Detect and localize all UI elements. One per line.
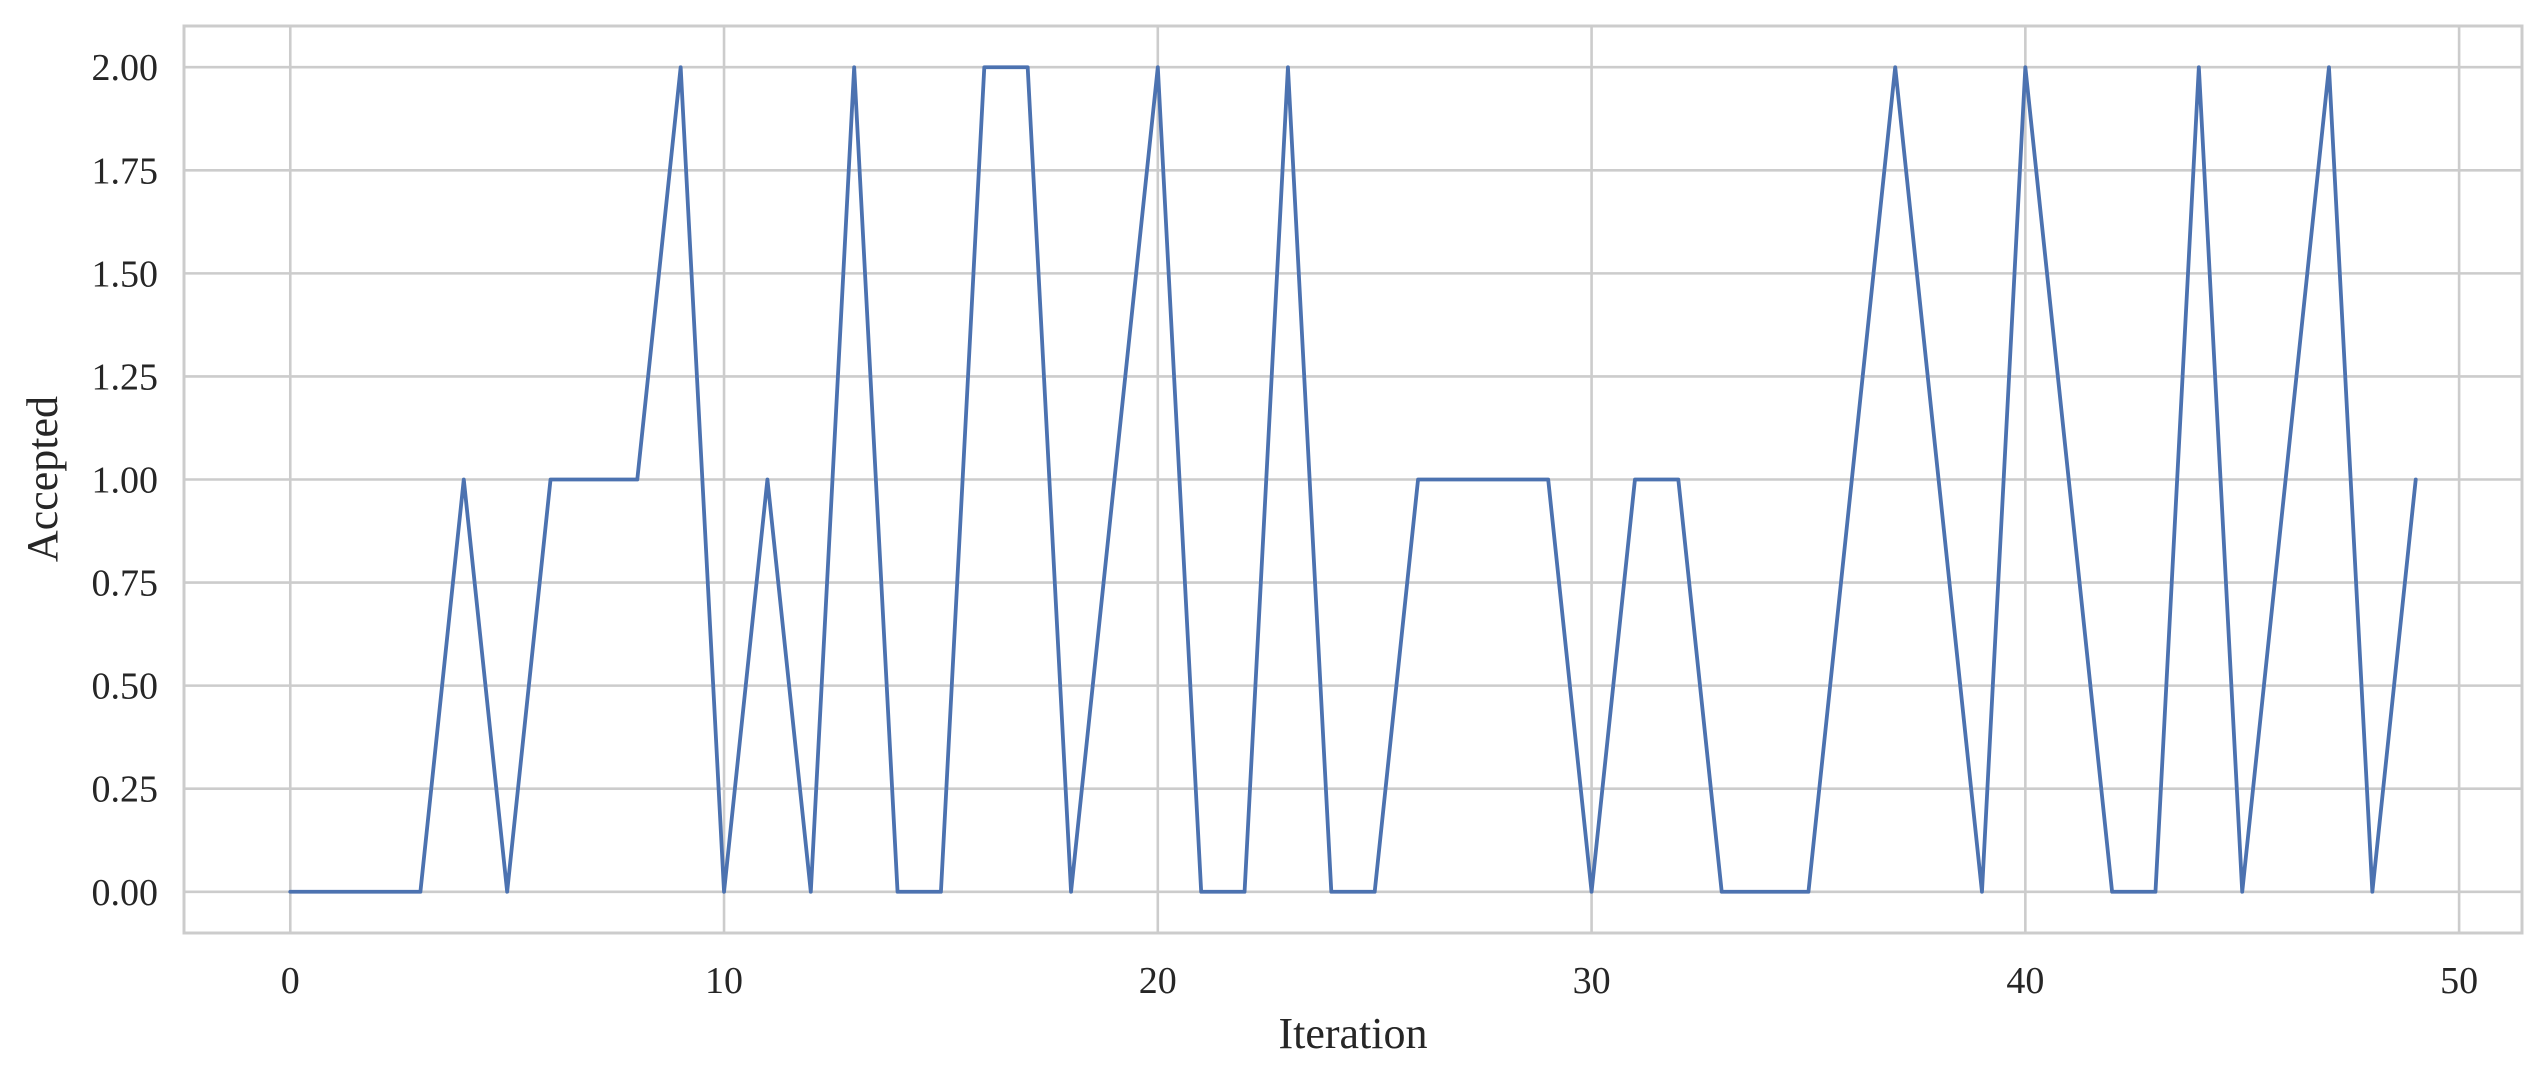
gridlines [184,26,2522,933]
x-tick-label: 30 [1573,960,1611,1002]
x-tick-label: 20 [1139,960,1177,1002]
y-tick-label: 1.50 [92,253,159,295]
series-line [288,65,2418,894]
y-tick-label: 0.25 [92,769,159,811]
y-tick-label: 0.50 [92,666,159,708]
y-tick-label: 1.00 [92,460,159,502]
x-tick-label: 40 [2006,960,2044,1002]
x-tick-label: 50 [2440,960,2478,1002]
y-tick-label: 1.25 [92,356,159,398]
x-axis-title: Iteration [1278,1009,1427,1058]
x-tick-labels: 0 10 20 30 40 50 [281,960,2478,1002]
x-tick-label: 0 [281,960,300,1002]
y-axis-title: Accepted [18,396,67,562]
x-tick-label: 10 [705,960,743,1002]
y-tick-label: 1.75 [92,150,159,192]
y-tick-label: 2.00 [92,47,159,89]
y-tick-label: 0.75 [92,563,159,605]
y-tick-label: 0.00 [92,872,159,914]
plot-frame [182,24,2524,935]
y-tick-labels: 0.00 0.25 0.50 0.75 1.00 1.25 1.50 1.75 2.00 [92,47,159,914]
series-layer [288,65,2418,894]
